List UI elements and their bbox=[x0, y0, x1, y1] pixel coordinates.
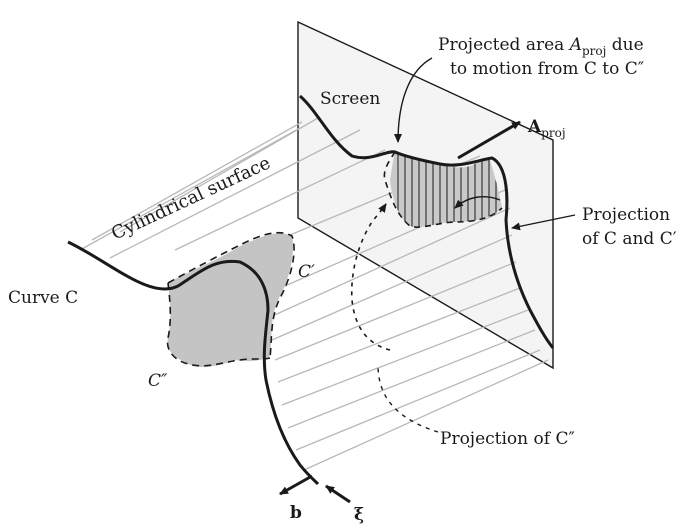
b-vector-arrow bbox=[279, 474, 313, 496]
projected-area-subscript: proj bbox=[582, 44, 606, 58]
projection-c-and-c-prime bbox=[299, 94, 555, 349]
projection-c-pointer bbox=[511, 214, 576, 231]
xi-vector-label: ξ bbox=[354, 505, 364, 525]
projected-area-text-pre: Projected area bbox=[438, 35, 570, 55]
projection-c-label-line1: Projection bbox=[582, 205, 670, 225]
projected-area-label-line2: to motion from C to C″ bbox=[450, 59, 644, 79]
xi-vector-arrow bbox=[325, 484, 351, 504]
c-prime-label: C′ bbox=[298, 262, 315, 282]
c-double-prime-label: C″ bbox=[148, 371, 168, 391]
a-proj-vector-label: Aproj bbox=[527, 117, 566, 140]
shaded-swept-region bbox=[167, 233, 294, 368]
projected-area-label-line1: Projected area Aproj due bbox=[438, 35, 644, 58]
projection-c-double-prime-pointer bbox=[377, 364, 439, 433]
hatched-area-inner-arrow bbox=[454, 196, 501, 209]
projected-area-region bbox=[390, 151, 502, 228]
curve-c bbox=[67, 240, 320, 486]
projection-c-double-prime-curve bbox=[383, 151, 503, 228]
a-proj-vector-subscript: proj bbox=[541, 126, 565, 140]
projected-area-text-post: due bbox=[606, 35, 643, 55]
a-proj-vector-symbol: A bbox=[527, 117, 542, 137]
b-vector-label: b bbox=[290, 503, 302, 523]
curve-c-double-prime bbox=[166, 282, 271, 367]
screen-label: Screen bbox=[320, 89, 380, 109]
projected-area-pointer bbox=[394, 57, 433, 143]
a-proj-vector-arrow bbox=[457, 120, 521, 160]
projection-dotted-line bbox=[350, 203, 391, 351]
projection-c-label-line2: of C and C′ bbox=[582, 229, 677, 249]
projection-c-double-prime-label: Projection of C″ bbox=[440, 429, 575, 449]
cylindrical-surface-label: Cylindrical surface bbox=[108, 152, 273, 244]
projected-area-symbol: A bbox=[568, 35, 582, 55]
curve-c-label: Curve C bbox=[8, 288, 78, 308]
curve-c-prime bbox=[167, 231, 295, 359]
